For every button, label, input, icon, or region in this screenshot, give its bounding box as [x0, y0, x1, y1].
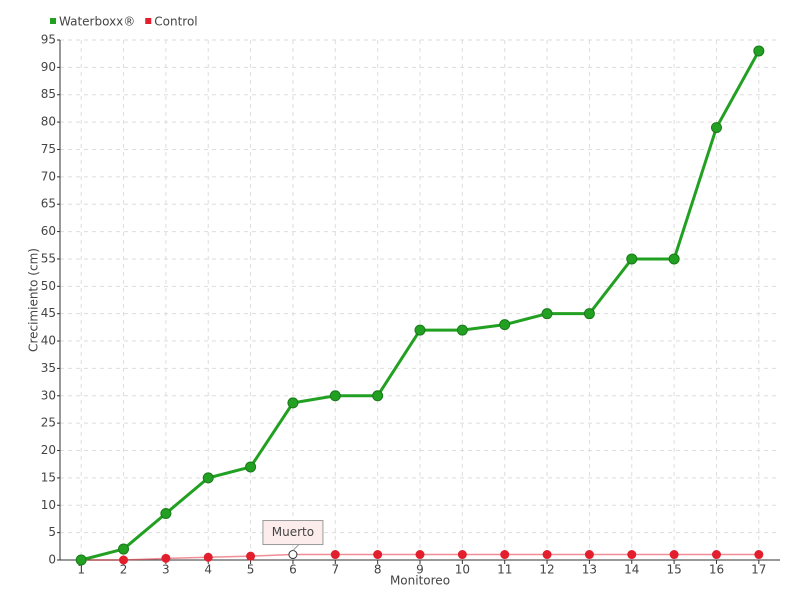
x-tick-label: 6: [289, 563, 297, 577]
data-point: [583, 308, 595, 320]
y-axis-label: Crecimiento (cm): [27, 248, 41, 352]
legend-label: Waterboxx®: [59, 15, 135, 29]
data-point: [373, 550, 383, 560]
y-tick-label: 45: [41, 306, 56, 320]
annotation-text: Muerto: [272, 525, 314, 539]
y-tick-label: 75: [41, 142, 56, 156]
data-point: [118, 543, 130, 555]
x-tick-label: 8: [374, 563, 382, 577]
y-tick-label: 10: [41, 498, 56, 512]
data-point: [711, 550, 721, 560]
data-point: [626, 253, 638, 265]
data-point: [245, 461, 257, 473]
y-tick-label: 55: [41, 251, 56, 265]
y-tick-label: 20: [41, 443, 56, 457]
annotation-box: [262, 520, 324, 546]
x-tick-label: 11: [497, 563, 512, 577]
x-tick-label: 3: [162, 563, 170, 577]
data-point: [202, 472, 214, 484]
x-tick-label: 4: [204, 563, 212, 577]
data-point: [287, 397, 299, 409]
data-point: [330, 550, 340, 560]
data-point: [541, 308, 553, 320]
data-point: [160, 507, 172, 519]
data-point: [710, 122, 722, 134]
y-tick-label: 65: [41, 197, 56, 211]
data-point: [414, 324, 426, 336]
x-tick-label: 7: [331, 563, 339, 577]
legend-label: Control: [154, 15, 197, 29]
data-point: [246, 551, 256, 561]
data-point: [457, 550, 467, 560]
y-tick-label: 5: [48, 525, 56, 539]
data-point: [500, 550, 510, 560]
x-tick-label: 5: [247, 563, 255, 577]
y-tick-label: 85: [41, 87, 56, 101]
x-tick-label: 1: [77, 563, 85, 577]
x-tick-label: 16: [709, 563, 724, 577]
data-point: [456, 324, 468, 336]
data-point: [329, 390, 341, 402]
legend-swatch: [145, 18, 152, 24]
y-tick-label: 25: [41, 416, 56, 430]
data-point: [627, 550, 637, 560]
x-tick-label: 12: [539, 563, 554, 577]
y-tick-label: 60: [41, 224, 56, 238]
y-tick-label: 95: [41, 33, 56, 47]
x-tick-label: 2: [120, 563, 128, 577]
data-point: [542, 550, 552, 560]
x-tick-label: 10: [455, 563, 470, 577]
x-tick-label: 9: [416, 563, 424, 577]
data-point: [584, 550, 594, 560]
data-point: [499, 319, 511, 331]
x-axis-label: Monitoreo: [390, 574, 450, 588]
y-tick-label: 40: [41, 334, 56, 348]
data-point: [119, 555, 129, 565]
data-point: [372, 390, 384, 402]
data-point: [668, 253, 680, 265]
data-point: [754, 550, 764, 560]
data-point: [669, 550, 679, 560]
x-tick-label: 14: [624, 563, 639, 577]
y-tick-label: 70: [41, 169, 56, 183]
data-point: [415, 550, 425, 560]
y-tick-label: 30: [41, 388, 56, 402]
y-tick-label: 15: [41, 470, 56, 484]
y-tick-label: 35: [41, 361, 56, 375]
y-tick-label: 80: [41, 115, 56, 129]
data-point: [288, 550, 298, 560]
x-tick-label: 13: [582, 563, 597, 577]
y-tick-label: 0: [48, 553, 56, 567]
y-tick-label: 90: [41, 60, 56, 74]
data-point: [161, 553, 171, 563]
legend-swatch: [50, 18, 56, 24]
data-point: [753, 45, 765, 57]
x-tick-label: 15: [666, 563, 681, 577]
y-tick-label: 50: [41, 279, 56, 293]
x-tick-label: 17: [751, 563, 766, 577]
data-point: [203, 552, 213, 562]
data-point: [75, 554, 87, 566]
